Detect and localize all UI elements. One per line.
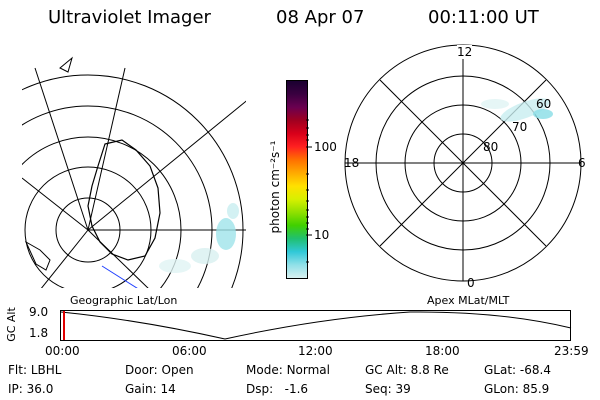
altitude-timeline — [60, 310, 572, 341]
xtick-06: 06:00 — [172, 344, 207, 358]
colorbar-tick-100: 100 — [314, 140, 337, 154]
mlt-label-6: 6 — [578, 156, 586, 170]
mlat-label-70: 70 — [512, 120, 528, 134]
status-glat: GLat: -68.4 — [484, 363, 551, 377]
status-door: Door: Open — [125, 363, 194, 377]
instrument-title: Ultraviolet Imager — [48, 7, 211, 28]
mlat-label-80: 80 — [483, 140, 499, 154]
xtick-18: 18:00 — [425, 344, 460, 358]
altitude-ytick-9: 9.0 — [29, 305, 49, 319]
colorbar — [286, 80, 308, 279]
status-gain: Gain: 14 — [125, 382, 176, 396]
geographic-caption: Geographic Lat/Lon — [70, 294, 178, 307]
status-flt: Flt: LBHL — [8, 363, 62, 377]
mlt-aurora-patches — [481, 98, 553, 122]
mlt-label-0: 0 — [467, 276, 475, 290]
date-label: 08 Apr 07 — [276, 7, 365, 28]
status-glon: GLon: 85.9 — [484, 382, 550, 396]
xtick-2359: 23:59 — [554, 344, 589, 358]
status-dsp: Dsp: -1.6 — [246, 382, 309, 396]
xtick-00: 00:00 — [45, 344, 80, 358]
time-label: 00:11:00 UT — [428, 7, 539, 28]
colorbar-tick-10: 10 — [314, 228, 330, 242]
status-seq: Seq: 39 — [365, 382, 411, 396]
colorbar-unit-label: photon cm⁻²s⁻¹ — [268, 140, 282, 234]
mlat-label-60: 60 — [536, 97, 552, 111]
status-mode: Mode: Normal — [246, 363, 330, 377]
mlt-caption: Apex MLat/MLT — [427, 294, 510, 307]
xtick-12: 12:00 — [298, 344, 333, 358]
geographic-map — [22, 56, 246, 288]
altitude-ytick-1-8: 1.8 — [29, 326, 49, 340]
status-ip: IP: 36.0 — [8, 382, 54, 396]
mlt-label-12: 12 — [457, 45, 473, 59]
aurora-patches — [159, 203, 239, 273]
altitude-ylabel: GC Alt — [4, 307, 18, 342]
colorbar-ticks — [306, 119, 312, 263]
mlt-label-18: 18 — [344, 156, 360, 170]
status-gc-alt: GC Alt: 8.8 Re — [365, 363, 449, 377]
mlt-polar-plot — [344, 44, 582, 282]
